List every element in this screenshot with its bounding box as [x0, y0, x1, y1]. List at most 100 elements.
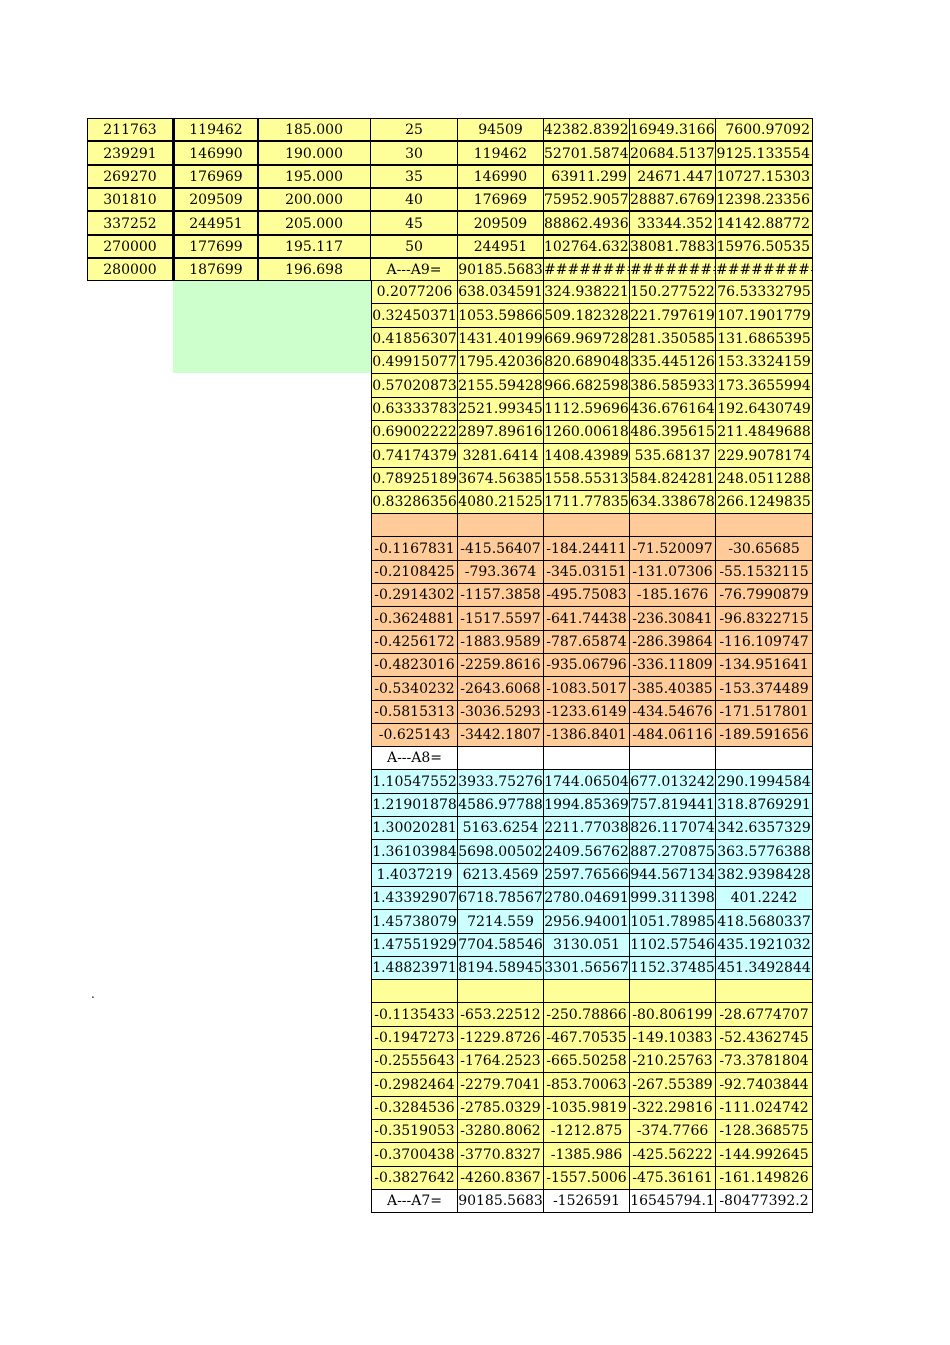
blank-cell[interactable] — [544, 514, 630, 537]
neg2-cell[interactable]: -653.22512 — [458, 1003, 544, 1027]
a9-cell[interactable]: 107.1901779 — [716, 304, 813, 328]
a9-cell[interactable]: 1053.59866 — [458, 304, 544, 328]
top-cell[interactable]: 196.698 — [259, 258, 371, 281]
a7-cell[interactable]: 90185.5683 — [458, 1190, 544, 1213]
a9-cell[interactable]: 1431.40199 — [458, 328, 544, 351]
a9-cell[interactable]: 0.78925189 — [371, 468, 458, 491]
a8-cell[interactable]: 1.43392907 — [371, 887, 458, 910]
neg1-cell[interactable]: -0.3624881 — [371, 607, 458, 631]
a8-cell[interactable]: 826.117074 — [630, 817, 716, 840]
a9-cell[interactable]: 3281.6414 — [458, 444, 544, 468]
neg2-cell[interactable]: -0.1947273 — [371, 1027, 458, 1050]
neg2-cell[interactable]: -250.78866 — [544, 1003, 630, 1027]
a8-cell[interactable]: 2597.76566 — [544, 864, 630, 887]
neg2-cell[interactable]: -267.55389 — [630, 1073, 716, 1097]
a8-cell[interactable]: 7704.58546 — [458, 934, 544, 957]
neg2-cell[interactable]: -475.36161 — [630, 1167, 716, 1190]
neg2-cell[interactable]: -80.806199 — [630, 1003, 716, 1027]
blank-cell[interactable] — [630, 747, 716, 770]
blank-cell[interactable] — [630, 514, 716, 537]
a9-cell[interactable]: 669.969728 — [544, 328, 630, 351]
a7-cell[interactable]: A---A7= — [371, 1190, 458, 1213]
a8-cell[interactable]: 2409.56762 — [544, 840, 630, 864]
neg1-cell[interactable]: -935.06796 — [544, 654, 630, 677]
a8-cell[interactable]: 3130.051 — [544, 934, 630, 957]
top-cell[interactable]: 9125.133554 — [716, 141, 813, 165]
neg1-cell[interactable]: -0.4823016 — [371, 654, 458, 677]
neg1-cell[interactable]: -484.06116 — [630, 724, 716, 747]
top-cell[interactable]: 176969 — [173, 165, 259, 188]
neg2-cell[interactable]: -128.368575 — [716, 1120, 813, 1143]
neg2-cell[interactable]: -1557.5006 — [544, 1167, 630, 1190]
top-cell[interactable]: 42382.8392 — [544, 118, 630, 141]
top-cell[interactable]: ########## — [630, 258, 716, 281]
top-cell[interactable]: 33344.352 — [630, 211, 716, 235]
neg1-cell[interactable]: -641.74438 — [544, 607, 630, 631]
top-cell[interactable]: 24671.447 — [630, 165, 716, 188]
a8-cell[interactable]: 401.2242 — [716, 887, 813, 910]
top-cell[interactable]: 15976.50535 — [716, 235, 813, 258]
a9-cell[interactable]: 0.63333783 — [371, 398, 458, 421]
neg2-cell[interactable]: -1035.9819 — [544, 1097, 630, 1120]
a8-cell[interactable]: 363.5776388 — [716, 840, 813, 864]
top-cell[interactable]: 94509 — [458, 118, 544, 141]
neg1-cell[interactable]: -415.56407 — [458, 537, 544, 561]
top-cell[interactable]: 244951 — [458, 235, 544, 258]
neg1-cell[interactable]: -0.4256172 — [371, 631, 458, 654]
a8-cell[interactable]: 5163.6254 — [458, 817, 544, 840]
blank-cell[interactable] — [716, 980, 813, 1003]
neg2-cell[interactable]: -28.6774707 — [716, 1003, 813, 1027]
a9-cell[interactable]: 820.689048 — [544, 351, 630, 374]
neg1-cell[interactable]: -1517.5597 — [458, 607, 544, 631]
a9-cell[interactable]: 1795.42036 — [458, 351, 544, 374]
neg2-cell[interactable]: -149.10383 — [630, 1027, 716, 1050]
a8-cell[interactable]: 5698.00502 — [458, 840, 544, 864]
a9-cell[interactable]: 509.182328 — [544, 304, 630, 328]
a9-cell[interactable]: 584.824281 — [630, 468, 716, 491]
a9-cell[interactable]: 229.9078174 — [716, 444, 813, 468]
a7-cell[interactable]: -80477392.2 — [716, 1190, 813, 1213]
top-cell[interactable]: 176969 — [458, 188, 544, 211]
a8-cell[interactable]: 435.1921032 — [716, 934, 813, 957]
a9-cell[interactable]: 131.6865395 — [716, 328, 813, 351]
neg2-cell[interactable]: -0.3284536 — [371, 1097, 458, 1120]
top-cell[interactable]: 88862.4936 — [544, 211, 630, 235]
a9-cell[interactable]: 266.1249835 — [716, 491, 813, 514]
top-cell[interactable]: A---A9= — [371, 258, 458, 281]
neg2-cell[interactable]: -467.70535 — [544, 1027, 630, 1050]
a9-cell[interactable]: 0.2077206 — [371, 281, 458, 304]
a9-cell[interactable]: 535.68137 — [630, 444, 716, 468]
neg1-cell[interactable]: -1883.9589 — [458, 631, 544, 654]
a9-cell[interactable]: 0.32450371 — [371, 304, 458, 328]
a9-cell[interactable]: 486.395615 — [630, 421, 716, 444]
top-cell[interactable]: 75952.9057 — [544, 188, 630, 211]
a8-cell[interactable]: 6718.78567 — [458, 887, 544, 910]
top-cell[interactable]: 209509 — [173, 188, 259, 211]
a9-cell[interactable]: 1112.59696 — [544, 398, 630, 421]
neg2-cell[interactable]: -0.3519053 — [371, 1120, 458, 1143]
a8-cell[interactable]: 290.1994584 — [716, 770, 813, 794]
neg1-cell[interactable]: -1157.3858 — [458, 584, 544, 607]
top-cell[interactable]: 7600.97092 — [716, 118, 813, 141]
top-cell[interactable]: 14142.88772 — [716, 211, 813, 235]
neg2-cell[interactable]: -4260.8367 — [458, 1167, 544, 1190]
a9-cell[interactable]: 0.49915077 — [371, 351, 458, 374]
top-cell[interactable]: 211763 — [87, 118, 173, 141]
neg1-cell[interactable]: -1233.6149 — [544, 701, 630, 724]
neg2-cell[interactable]: -144.992645 — [716, 1143, 813, 1167]
neg2-cell[interactable]: -2785.0329 — [458, 1097, 544, 1120]
a8-cell[interactable]: 1.4037219 — [371, 864, 458, 887]
neg1-cell[interactable]: -385.40385 — [630, 677, 716, 701]
a9-cell[interactable]: 335.445126 — [630, 351, 716, 374]
a8-cell[interactable]: 1.36103984 — [371, 840, 458, 864]
a9-cell[interactable]: 76.53332795 — [716, 281, 813, 304]
a9-cell[interactable]: 0.74174379 — [371, 444, 458, 468]
a8-cell[interactable]: 8194.58945 — [458, 957, 544, 980]
neg1-cell[interactable]: -0.1167831 — [371, 537, 458, 561]
a9-cell[interactable]: 638.034591 — [458, 281, 544, 304]
a8-cell[interactable]: 2956.94001 — [544, 910, 630, 934]
top-cell[interactable]: 52701.5874 — [544, 141, 630, 165]
neg1-cell[interactable]: -71.520097 — [630, 537, 716, 561]
top-cell[interactable]: 269270 — [87, 165, 173, 188]
a9-cell[interactable]: 0.41856307 — [371, 328, 458, 351]
